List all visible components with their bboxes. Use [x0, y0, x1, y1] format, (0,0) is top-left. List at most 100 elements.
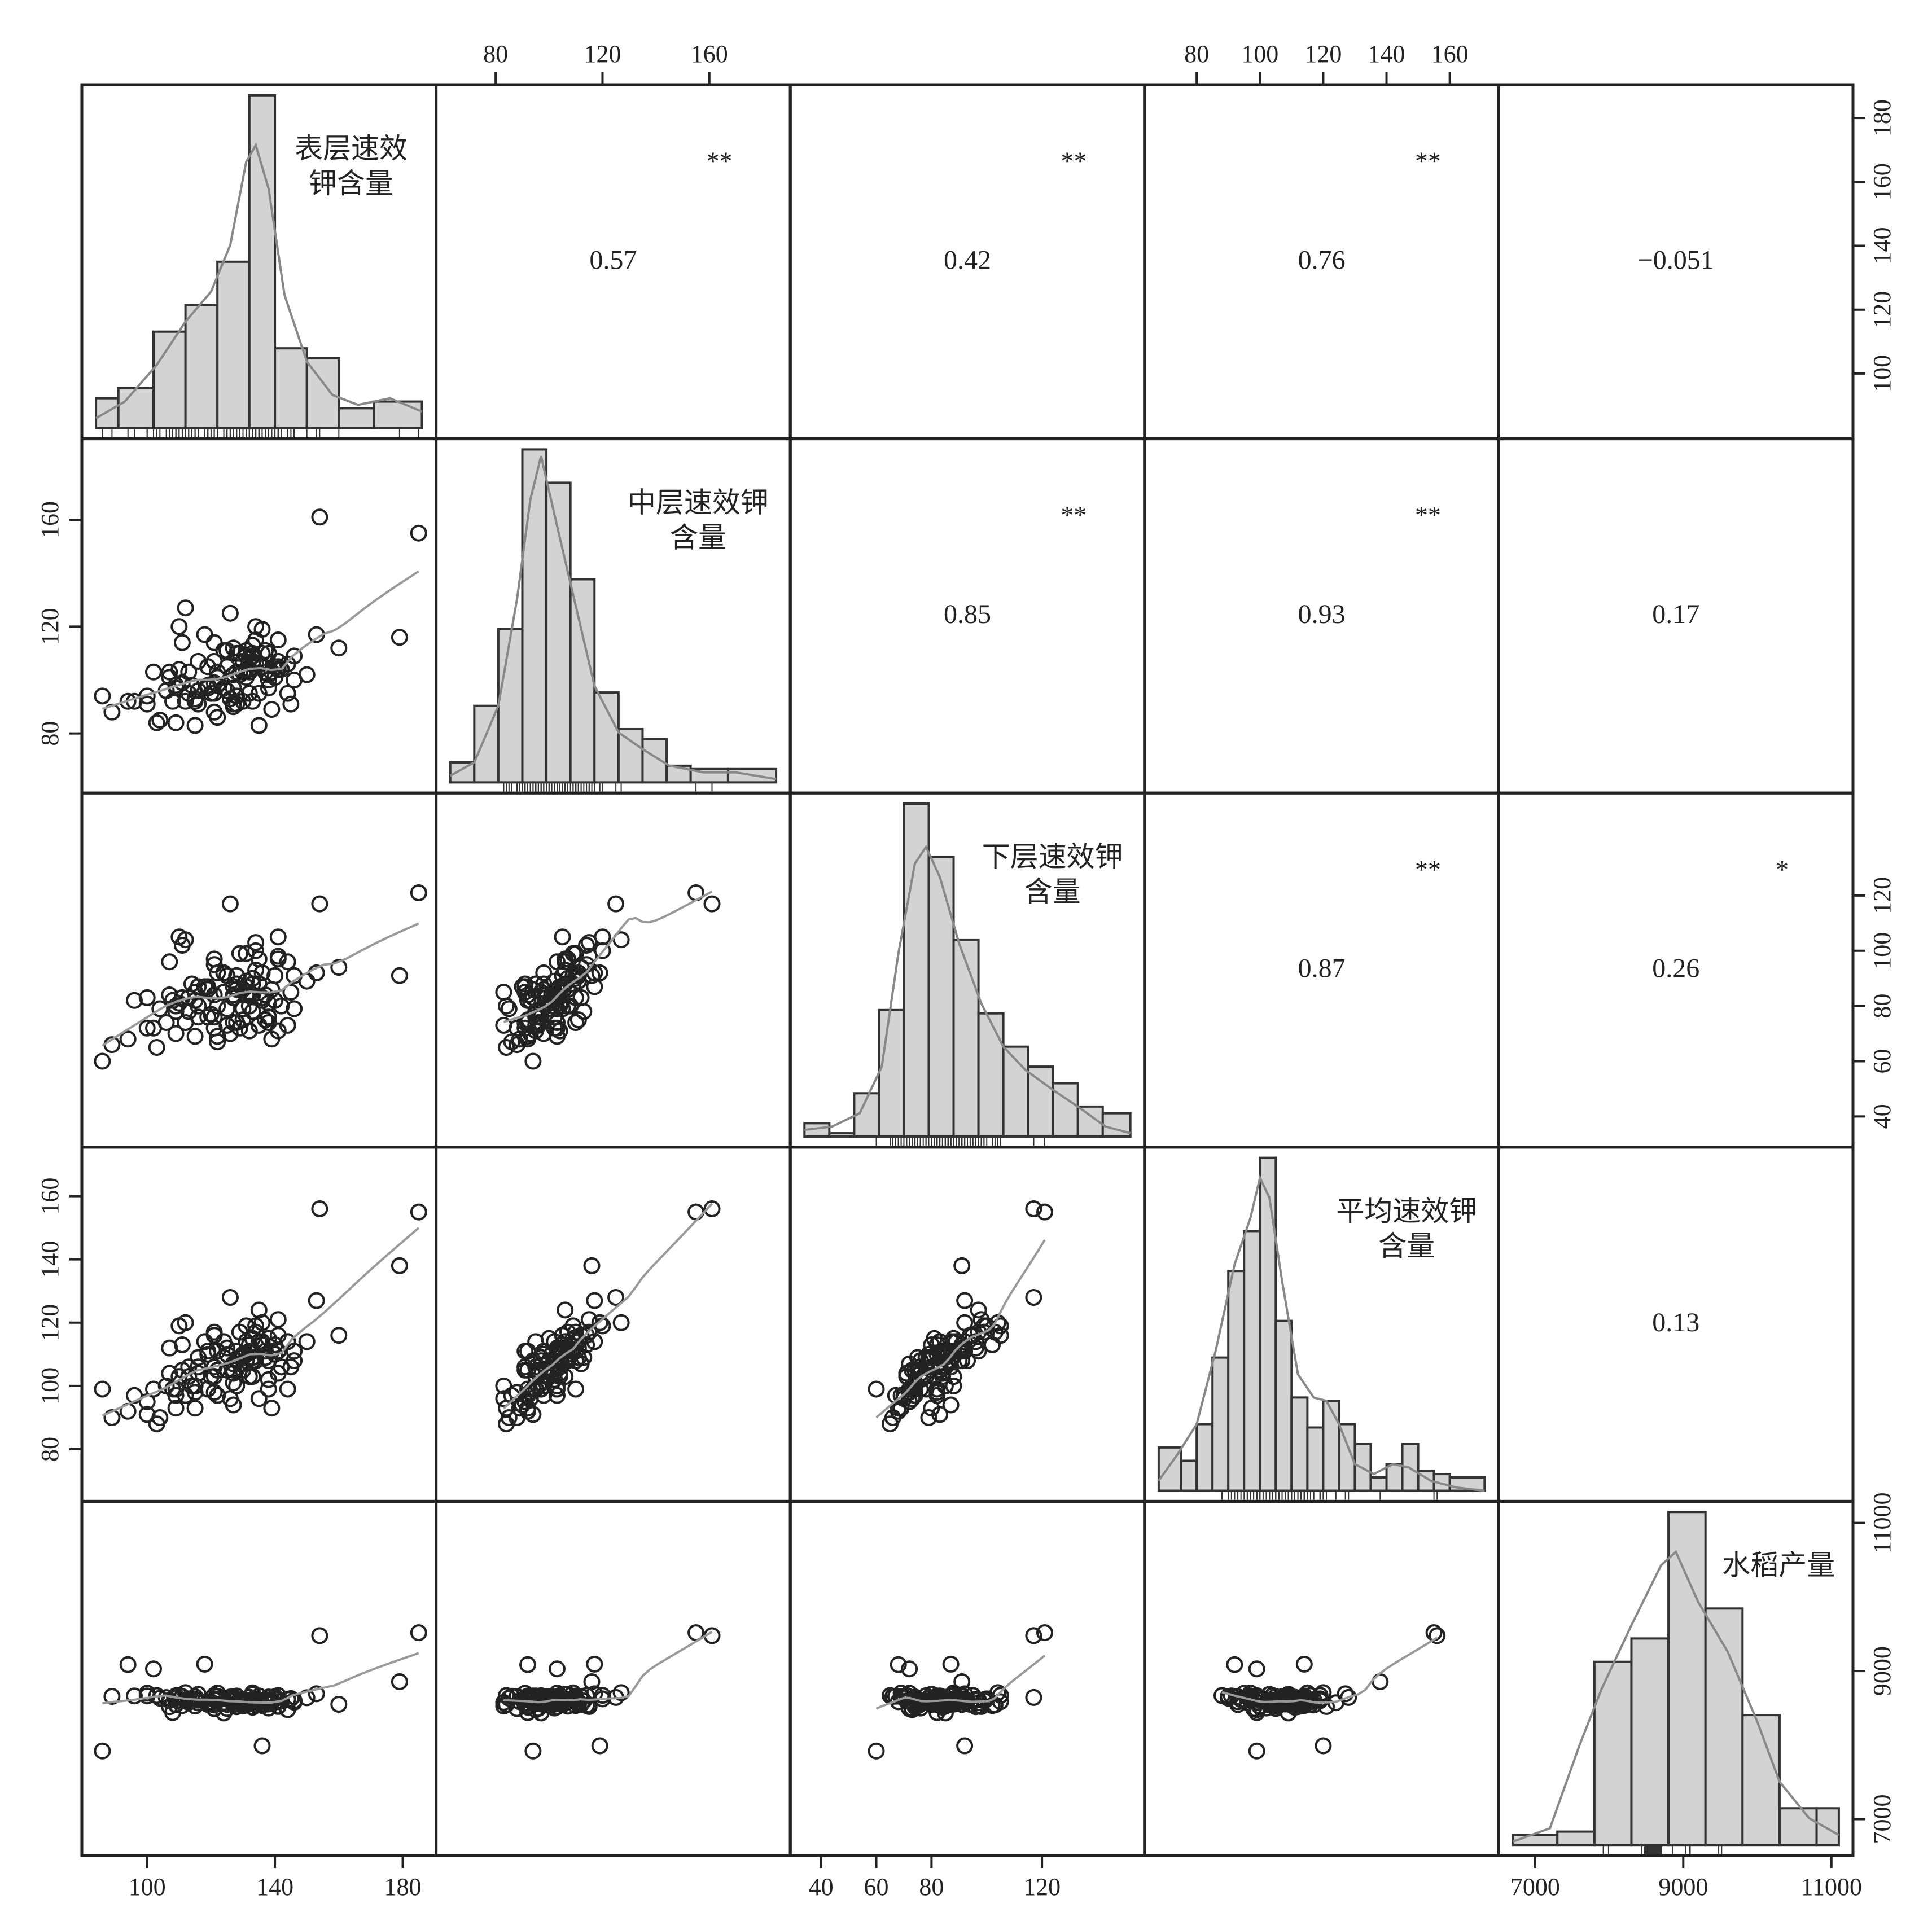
- data-point: [308, 1685, 325, 1703]
- data-point: [311, 508, 328, 526]
- histogram-bar: [521, 448, 548, 784]
- data-point: [612, 1314, 630, 1331]
- data-point: [1248, 1742, 1265, 1760]
- histogram-bar: [1290, 1396, 1309, 1492]
- data-point: [145, 663, 162, 681]
- data-point: [970, 1301, 987, 1319]
- data-point: [221, 604, 239, 622]
- data-point: [551, 1358, 568, 1376]
- data-point: [151, 1690, 169, 1707]
- tick-label: 80: [1184, 40, 1209, 68]
- data-point: [1036, 1624, 1053, 1642]
- data-point: [498, 997, 515, 1015]
- data-point: [591, 1737, 608, 1755]
- data-point: [209, 1028, 226, 1045]
- data-point: [945, 1368, 962, 1385]
- significance-mark: **: [1061, 501, 1087, 529]
- data-point: [234, 692, 252, 710]
- data-point: [612, 931, 630, 949]
- data-point: [269, 1327, 287, 1344]
- data-point: [1315, 1737, 1332, 1755]
- data-point: [263, 1400, 281, 1417]
- tick-label: 80: [36, 1437, 64, 1462]
- data-point: [410, 1624, 427, 1642]
- smoother-line: [102, 1227, 420, 1417]
- data-point: [151, 712, 169, 729]
- data-point: [119, 692, 137, 710]
- data-point: [247, 618, 265, 635]
- data-point: [205, 1323, 223, 1341]
- data-point: [868, 1742, 885, 1760]
- panel-frame: [80, 1499, 438, 1857]
- data-point: [567, 989, 585, 1006]
- panel-frame: [80, 791, 438, 1149]
- histogram-bar: [1027, 1065, 1054, 1138]
- significance-mark: *: [1776, 855, 1789, 884]
- data-point: [250, 1016, 268, 1034]
- histogram-bar: [1369, 1476, 1388, 1492]
- histogram-bar: [593, 691, 620, 784]
- tick-label: 11000: [1801, 1873, 1862, 1901]
- data-point: [564, 1343, 582, 1360]
- data-point: [260, 644, 277, 662]
- data-point: [148, 714, 165, 731]
- data-point: [250, 717, 268, 734]
- data-point: [238, 642, 255, 659]
- significance-mark: **: [1061, 147, 1087, 176]
- data-point: [953, 1257, 971, 1274]
- data-point: [279, 1016, 296, 1034]
- data-point: [564, 945, 582, 962]
- data-point: [500, 1690, 518, 1707]
- data-point: [551, 1022, 568, 1040]
- data-point: [1213, 1687, 1230, 1704]
- data-point: [225, 1374, 242, 1392]
- histogram-bar: [1815, 1807, 1840, 1847]
- data-point: [882, 1415, 899, 1433]
- data-point: [221, 1289, 239, 1306]
- data-point: [279, 1380, 296, 1398]
- data-point: [945, 1377, 962, 1394]
- data-point: [923, 1336, 940, 1353]
- data-point: [895, 1688, 913, 1706]
- correlation-value: −0.051: [1638, 245, 1714, 275]
- data-point: [931, 1688, 949, 1705]
- data-point: [1295, 1695, 1313, 1712]
- data-point: [269, 631, 287, 648]
- variable-label: 含量: [670, 521, 726, 554]
- variable-label: 表层速效: [295, 132, 408, 165]
- data-point: [591, 1314, 608, 1331]
- tick-label: 40: [809, 1873, 834, 1901]
- data-point: [161, 663, 178, 681]
- data-point: [209, 709, 226, 726]
- data-point: [970, 1691, 987, 1708]
- data-point: [1226, 1656, 1243, 1673]
- tick-label: 7000: [1510, 1873, 1560, 1901]
- data-point: [516, 1343, 534, 1360]
- data-point: [225, 1014, 242, 1031]
- data-point: [225, 1365, 242, 1382]
- data-point: [532, 1691, 550, 1708]
- histogram-bar: [828, 1132, 856, 1138]
- data-point: [190, 652, 207, 670]
- histogram-bar: [274, 347, 308, 429]
- data-point: [498, 1415, 515, 1433]
- data-point: [167, 1400, 185, 1417]
- data-point: [231, 945, 248, 962]
- data-point: [196, 626, 213, 643]
- tick-label: 120: [1868, 291, 1896, 328]
- data-point: [199, 978, 217, 995]
- histogram-bar: [903, 802, 930, 1138]
- data-point: [1036, 1203, 1053, 1221]
- histogram-bar: [1322, 1400, 1340, 1492]
- data-point: [260, 1695, 277, 1713]
- data-point: [221, 1390, 239, 1407]
- tick-label: 80: [1868, 994, 1896, 1019]
- data-point: [524, 1742, 542, 1760]
- tick-label: 140: [1368, 40, 1405, 68]
- data-point: [218, 642, 236, 659]
- data-point: [1248, 1660, 1265, 1678]
- tick-label: 140: [256, 1873, 293, 1901]
- data-point: [250, 1390, 268, 1407]
- panel-frame: [435, 1499, 792, 1857]
- data-point: [167, 714, 185, 731]
